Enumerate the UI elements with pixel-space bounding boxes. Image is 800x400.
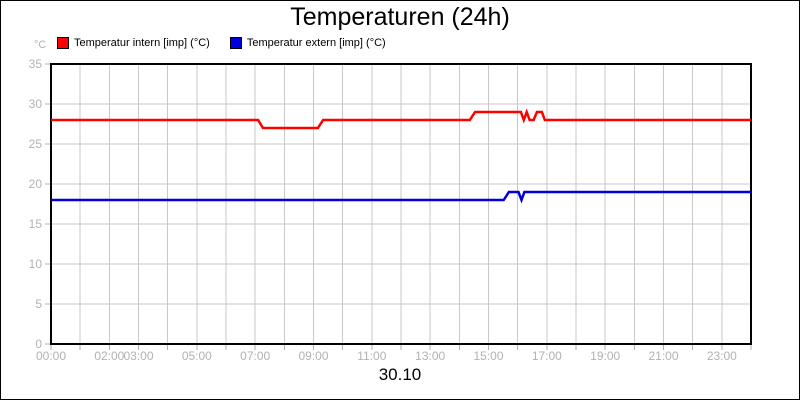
x-tick-label: 17:00 (532, 349, 562, 363)
y-tick-label: 20 (29, 177, 43, 191)
x-axis-date-label: 30.10 (378, 365, 422, 384)
series-line-extern (51, 190, 751, 204)
x-tick-label: 21:00 (648, 349, 678, 363)
legend-item-extern: Temperatur extern [imp] (°C) (229, 37, 386, 49)
y-tick-label: 0 (35, 337, 42, 351)
x-tick-label: 23:00 (707, 349, 737, 363)
y-axis-unit-label: °C (34, 39, 47, 51)
y-tick-label: 30 (29, 97, 43, 111)
legend-label-extern: Temperatur extern [imp] (°C) (246, 37, 386, 49)
x-tick-label: 02:00 (94, 349, 124, 363)
series-line-intern (51, 108, 751, 130)
x-tick-label: 19:00 (590, 349, 620, 363)
x-tick-label: 15:00 (473, 349, 503, 363)
x-tick-label: 07:00 (240, 349, 270, 363)
y-tick-label: 5 (35, 297, 42, 311)
x-tick-label: 00:00 (36, 349, 66, 363)
y-tick-label: 10 (29, 257, 43, 271)
y-tick-label: 15 (29, 217, 43, 231)
legend-swatch-intern (57, 37, 69, 49)
y-tick-label: 35 (29, 57, 43, 71)
chart-title: Temperaturen (24h) (290, 3, 510, 31)
legend-item-intern: Temperatur intern [imp] (°C) (57, 37, 210, 49)
legend-label-intern: Temperatur intern [imp] (°C) (74, 37, 210, 49)
legend: Temperatur intern [imp] (°C) Temperatur … (57, 37, 386, 49)
x-tick-label: 13:00 (415, 349, 445, 363)
legend-swatch-extern (229, 37, 242, 49)
x-tick-label: 03:00 (123, 349, 153, 363)
plot-border (50, 63, 752, 345)
x-tick-label: 05:00 (182, 349, 212, 363)
x-tick-label: 11:00 (357, 349, 386, 363)
y-tick-label: 25 (29, 137, 43, 151)
x-tick-label: 09:00 (298, 349, 328, 363)
